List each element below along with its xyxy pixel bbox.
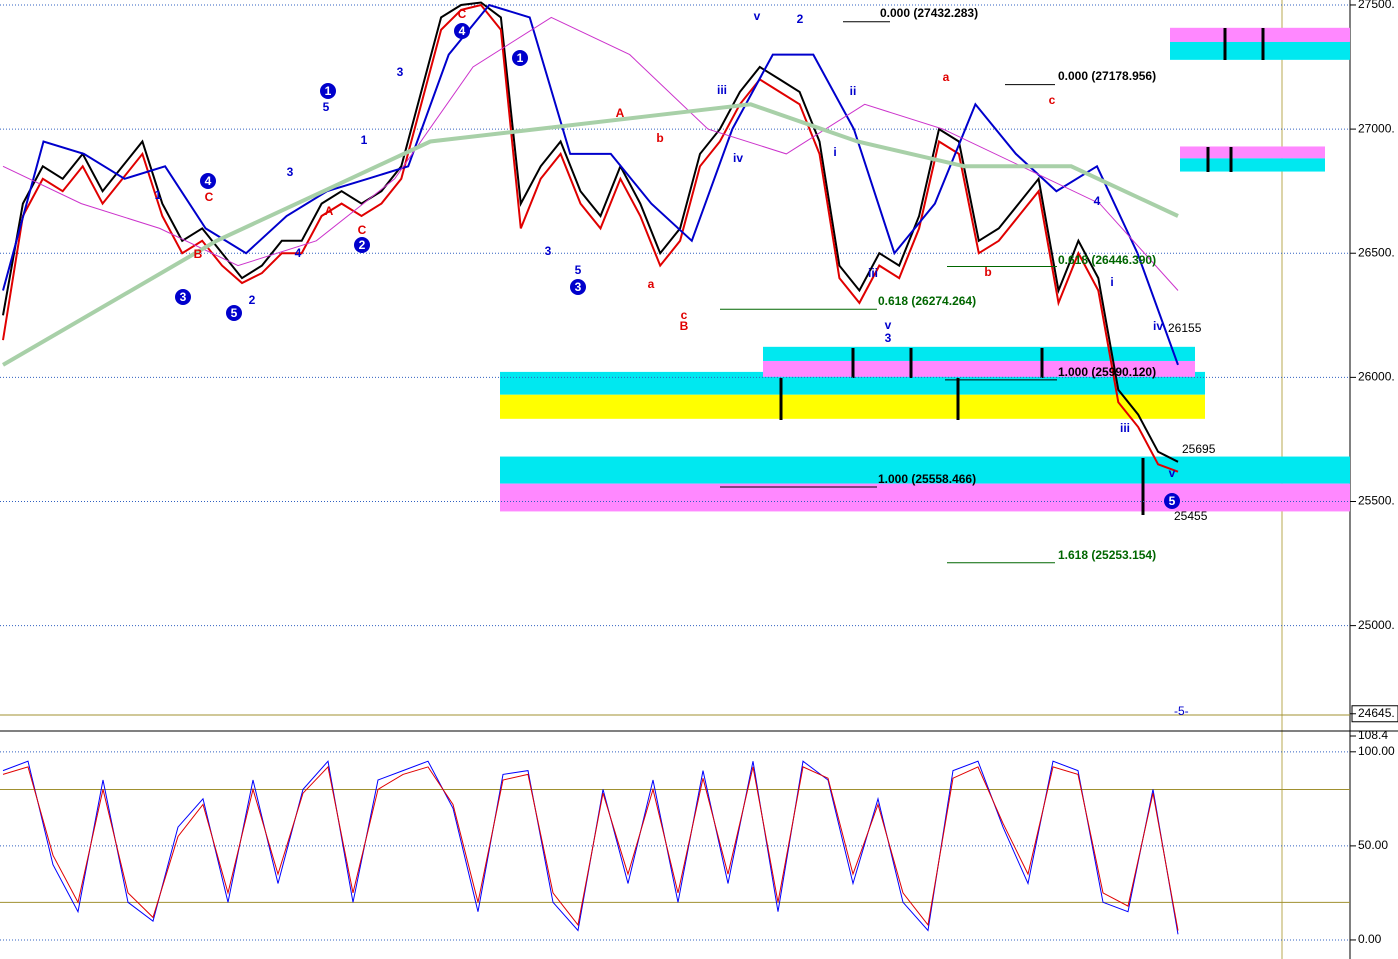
wave-label: 2 bbox=[249, 293, 256, 307]
wave-label: 3 bbox=[545, 244, 552, 258]
wave-label: 2 bbox=[797, 12, 804, 26]
wave-label: iii bbox=[868, 266, 878, 280]
wave-label: 3 bbox=[180, 290, 187, 304]
y-tick-label: 108.4 bbox=[1358, 728, 1388, 742]
series-line bbox=[1, 102, 1179, 367]
zone bbox=[500, 371, 1205, 395]
wave-label: 1 bbox=[517, 51, 524, 65]
price-label: 25695 bbox=[1182, 442, 1216, 456]
wave-label: A bbox=[325, 204, 334, 218]
wave-label: 4 bbox=[205, 174, 212, 188]
wave-label: C bbox=[358, 223, 367, 237]
wave-label: c bbox=[681, 308, 688, 322]
level-label: 0.618 (26446.390) bbox=[1058, 253, 1156, 267]
level-label: 1.000 (25558.466) bbox=[878, 472, 976, 486]
zone-bars bbox=[779, 28, 1265, 515]
wave-label: B bbox=[680, 319, 689, 333]
y-tick-label: 25500. bbox=[1358, 494, 1395, 508]
wave-label: iv bbox=[733, 151, 743, 165]
y-tick-label: 27000. bbox=[1358, 121, 1395, 135]
zone bbox=[500, 456, 1350, 484]
wave-label: iv bbox=[1153, 319, 1163, 333]
y-tick-label: 0.00 bbox=[1358, 932, 1382, 946]
series-line bbox=[2, 16, 1179, 291]
wave-label: 5 bbox=[231, 306, 238, 320]
wave-circle bbox=[1164, 493, 1180, 509]
wave-label: iii bbox=[717, 83, 727, 97]
price-label: -5- bbox=[1174, 704, 1189, 718]
wave-label: 3 bbox=[287, 165, 294, 179]
series-line bbox=[2, 765, 1179, 931]
price-label: 25455 bbox=[1174, 509, 1208, 523]
y-tick-label: 100.00 bbox=[1358, 744, 1395, 758]
zone bbox=[1180, 146, 1325, 159]
wave-label: C bbox=[458, 7, 467, 21]
wave-label: b bbox=[984, 265, 991, 279]
wave-label: v bbox=[1169, 466, 1176, 480]
wave-label: 1 bbox=[361, 133, 368, 147]
wave-label: ii bbox=[850, 84, 857, 98]
wave-label: 5 bbox=[575, 263, 582, 277]
zone bbox=[1180, 158, 1325, 172]
wave-label: b bbox=[656, 131, 663, 145]
level-label: 1.000 (25990.120) bbox=[1058, 365, 1156, 379]
zones bbox=[500, 27, 1350, 512]
y-tick-label: 26000. bbox=[1358, 370, 1395, 384]
level-label: 1.618 (25253.154) bbox=[1058, 548, 1156, 562]
wave-label: 4 bbox=[459, 24, 466, 38]
zone bbox=[1170, 41, 1350, 60]
zone bbox=[763, 360, 1195, 377]
wave-circle bbox=[200, 173, 216, 189]
wave-label: 2 bbox=[359, 238, 366, 252]
wave-label: 1 bbox=[325, 84, 332, 98]
wave-label: 3 bbox=[885, 331, 892, 345]
wave-label: 4 bbox=[295, 246, 302, 260]
y-tick-label: 27500. bbox=[1358, 0, 1395, 11]
wave-label: C bbox=[205, 190, 214, 204]
wave-label: 3 bbox=[397, 65, 404, 79]
zone bbox=[500, 483, 1350, 512]
wave-label: iii bbox=[1120, 421, 1130, 435]
wave-label: 3 bbox=[575, 280, 582, 294]
series-line bbox=[2, 3, 1179, 473]
price-label: 26155 bbox=[1168, 321, 1202, 335]
y-tick-label: 50.00 bbox=[1358, 838, 1388, 852]
wave-label: v bbox=[885, 318, 892, 332]
wave-label: a bbox=[648, 277, 655, 291]
wave-label: c bbox=[1049, 93, 1056, 107]
wave-label: i bbox=[833, 145, 836, 159]
series-line bbox=[2, 3, 1179, 366]
series-line bbox=[2, 1, 1179, 463]
wave-circle bbox=[512, 50, 528, 66]
zone bbox=[763, 346, 1195, 361]
wave-label: v bbox=[754, 9, 761, 23]
wave-label: i bbox=[1110, 275, 1113, 289]
wave-circle bbox=[320, 83, 336, 99]
wave-circle bbox=[226, 305, 242, 321]
zone bbox=[1170, 27, 1350, 42]
y-tick-label: 26500. bbox=[1358, 245, 1395, 259]
level-label: 0.618 (26274.264) bbox=[878, 294, 976, 308]
y-tick-label: 24645. bbox=[1358, 706, 1395, 720]
wave-label: 5 bbox=[1169, 494, 1176, 508]
wave-label: B bbox=[194, 247, 203, 261]
wave-label: A bbox=[616, 106, 625, 120]
y-tick-label: 25000. bbox=[1358, 618, 1395, 632]
wave-label: a bbox=[943, 70, 950, 84]
wave-circle bbox=[175, 289, 191, 305]
wave-circle bbox=[454, 23, 470, 39]
wave-circle bbox=[354, 237, 370, 253]
wave-label: 4 bbox=[1094, 194, 1101, 208]
level-label: 0.000 (27432.283) bbox=[880, 6, 978, 20]
zone bbox=[500, 394, 1205, 419]
wave-circle bbox=[570, 279, 586, 295]
level-label: 0.000 (27178.956) bbox=[1058, 69, 1156, 83]
wave-label: 1 bbox=[155, 188, 162, 202]
wave-label: 5 bbox=[323, 100, 330, 114]
